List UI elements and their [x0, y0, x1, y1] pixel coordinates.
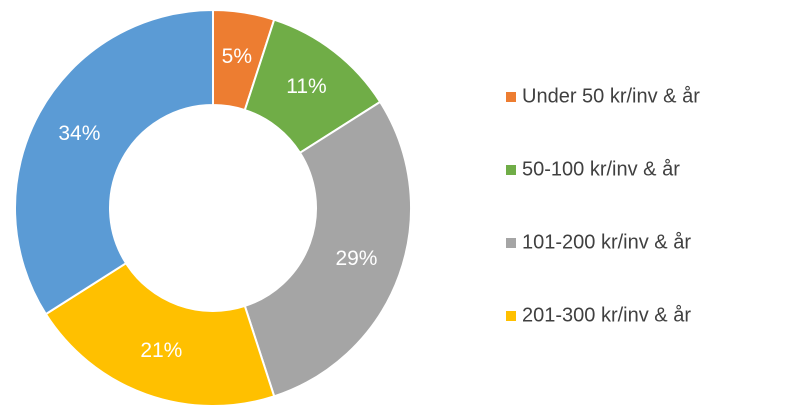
data-label: 21%: [140, 339, 182, 362]
donut-slice: [14, 8, 214, 316]
donut-slice: [44, 261, 276, 407]
legend-label: 201-300 kr/inv & år: [522, 304, 691, 326]
data-label: 5%: [222, 45, 252, 68]
legend-label: Under 50 kr/inv & år: [522, 85, 700, 107]
data-label: 34%: [58, 122, 100, 145]
legend-swatch: [506, 92, 516, 102]
legend-swatch: [506, 165, 516, 175]
legend-swatch: [506, 311, 516, 321]
legend-label: 50-100 kr/inv & år: [522, 158, 680, 180]
data-label: 29%: [335, 247, 377, 270]
legend-label: 101-200 kr/inv & år: [522, 231, 691, 253]
donut-slice: [243, 100, 412, 398]
data-label: 11%: [286, 75, 326, 98]
legend-swatch: [506, 238, 516, 248]
